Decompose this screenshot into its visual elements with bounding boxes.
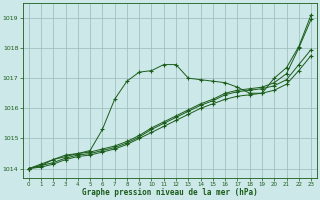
X-axis label: Graphe pression niveau de la mer (hPa): Graphe pression niveau de la mer (hPa)	[82, 188, 258, 197]
